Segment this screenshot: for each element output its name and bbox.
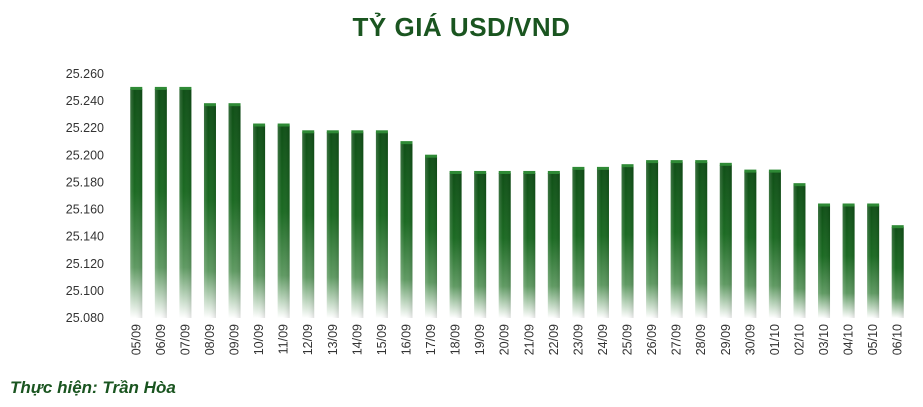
x-tick-label: 06/09 [154, 324, 168, 355]
bars-group [130, 86, 904, 319]
y-tick-label: 25.120 [66, 257, 104, 271]
bar [646, 160, 659, 318]
y-tick-label: 25.100 [66, 284, 104, 298]
y-axis: 25.260 25.240 25.220 25.200 25.180 25.160 25.1… [66, 67, 104, 325]
x-tick-label: 06/10 [891, 324, 905, 355]
y-tick-label: 25.160 [66, 203, 104, 217]
bar [891, 225, 904, 318]
x-tick-label: 21/09 [522, 324, 536, 355]
bar [768, 169, 781, 318]
y-tick-label: 25.240 [66, 94, 104, 108]
x-tick-label: 20/09 [498, 324, 512, 355]
chart-title: TỶ GIÁ USD/VND [352, 12, 571, 42]
credit-text: Thực hiện: Trần Hòa [10, 378, 176, 397]
bar [425, 154, 438, 318]
x-tick-label: 23/09 [571, 324, 585, 355]
x-tick-label: 01/10 [768, 324, 782, 355]
x-tick-label: 11/09 [277, 324, 291, 354]
x-tick-label: 26/09 [645, 324, 659, 355]
bar [400, 141, 413, 318]
bar [744, 169, 757, 318]
x-tick-label: 29/09 [719, 324, 733, 355]
bar [523, 170, 536, 318]
x-tick-label: 09/09 [228, 324, 242, 355]
x-tick-label: 10/09 [252, 324, 266, 355]
x-tick-label: 22/09 [547, 324, 561, 355]
x-tick-label: 24/09 [596, 324, 610, 355]
bar [596, 166, 609, 318]
x-tick-label: 05/10 [866, 324, 880, 355]
x-tick-label: 28/09 [694, 324, 708, 355]
x-axis: 05/09 06/09 07/09 08/09 09/09 10/09 11/09 12/09… [129, 324, 904, 355]
bar [130, 86, 143, 319]
y-tick-label: 25.260 [66, 67, 104, 81]
bar [547, 170, 560, 318]
bar [670, 160, 683, 318]
bar [351, 130, 364, 318]
bar [375, 130, 388, 318]
bar [179, 86, 192, 319]
x-tick-label: 05/09 [129, 324, 143, 355]
bar [203, 103, 216, 318]
bar [154, 86, 167, 319]
bar [867, 203, 880, 318]
y-tick-label: 25.200 [66, 148, 104, 162]
x-tick-label: 15/09 [375, 324, 389, 355]
bar [572, 166, 585, 318]
y-tick-label: 25.180 [66, 175, 104, 189]
bar [793, 183, 806, 318]
x-tick-label: 13/09 [326, 324, 340, 355]
bar [277, 123, 290, 318]
bar [449, 170, 462, 318]
x-tick-label: 14/09 [350, 324, 364, 355]
x-tick-label: 12/09 [301, 324, 315, 355]
x-tick-label: 16/09 [399, 324, 413, 355]
x-tick-label: 19/09 [473, 324, 487, 355]
y-tick-label: 25.220 [66, 121, 104, 135]
x-tick-label: 18/09 [449, 324, 463, 355]
bar [818, 203, 831, 318]
bar [302, 130, 315, 318]
bar [474, 170, 487, 318]
y-tick-label: 25.140 [66, 230, 104, 244]
y-tick-label: 25.080 [66, 311, 104, 325]
x-tick-label: 27/09 [670, 324, 684, 355]
x-tick-label: 25/09 [621, 324, 635, 355]
bar [621, 164, 634, 318]
bar [326, 130, 339, 318]
x-tick-label: 02/10 [792, 324, 806, 355]
bar [228, 103, 241, 318]
x-tick-label: 07/09 [178, 324, 192, 355]
bar [253, 123, 266, 318]
x-tick-label: 08/09 [203, 324, 217, 355]
x-tick-label: 17/09 [424, 324, 438, 355]
bar [842, 203, 855, 318]
x-tick-label: 03/10 [817, 324, 831, 355]
bar [695, 160, 708, 318]
bar [719, 162, 732, 318]
x-tick-label: 04/10 [842, 324, 856, 355]
bar [498, 170, 511, 318]
x-tick-label: 30/09 [743, 324, 757, 355]
